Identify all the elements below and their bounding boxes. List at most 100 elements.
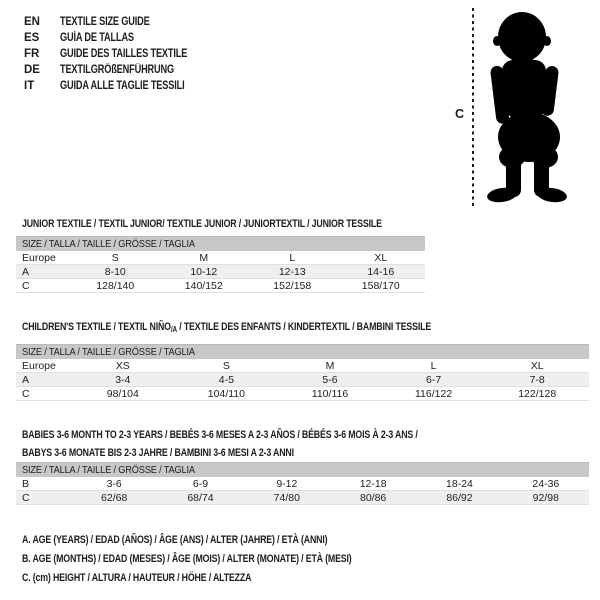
babies-size-table: SIZE / TALLA / TAILLE / GRÖSSE / TAGLIA … [16, 462, 589, 505]
table-cell: 6-7 [381, 372, 486, 387]
table-cell: 92/98 [502, 490, 589, 505]
babies-section-title: BABIES 3-6 MONTH TO 2-3 YEARS / BEBÉS 3-… [22, 426, 517, 462]
table-cell: 4-5 [174, 372, 279, 387]
language-title: TEXTILE SIZE GUIDE [60, 16, 150, 28]
table-cell: 110/116 [278, 386, 382, 401]
legend-line-a-text: A. AGE (YEARS) / EDAD (AÑOS) / ÂGE (ANS)… [22, 534, 328, 546]
size-header-cell: SIZE / TALLA / TAILLE / GRÖSSE / TAGLIA [16, 236, 425, 251]
row-label-cell: C [16, 278, 71, 293]
size-header-row: SIZE / TALLA / TAILLE / GRÖSSE / TAGLIA [16, 236, 425, 251]
table-cell: M [278, 358, 382, 373]
table-cell: 8-10 [71, 264, 160, 279]
table-row: C 62/68 68/74 74/80 80/86 86/92 92/98 [16, 490, 589, 505]
table-row: C 128/140 140/152 152/158 158/170 [16, 278, 425, 293]
language-title: GUÍA DE TALLAS [60, 32, 134, 44]
language-list: EN TEXTILE SIZE GUIDE ES GUÍA DE TALLAS FR… [24, 14, 219, 94]
language-title: GUIDA ALLE TAGLIE TESSILI [60, 80, 185, 92]
size-header-label: SIZE / TALLA / TAILLE / GRÖSSE / TAGLIA [22, 345, 195, 358]
table-cell: 116/122 [381, 386, 486, 401]
row-label-cell: C [16, 490, 71, 505]
table-cell: 3-4 [71, 372, 175, 387]
table-cell: 3-6 [71, 476, 158, 491]
babies-section-title-line1: BABIES 3-6 MONTH TO 2-3 YEARS / BEBÉS 3-… [22, 429, 418, 441]
children-size-table: SIZE / TALLA / TAILLE / GRÖSSE / TAGLIA … [16, 344, 589, 401]
babies-section-title-line2: BABYS 3-6 MONATE BIS 2-3 JAHRE / BAMBINI… [22, 447, 294, 459]
table-cell: XS [71, 358, 175, 373]
junior-size-table: SIZE / TALLA / TAILLE / GRÖSSE / TAGLIA … [16, 236, 425, 293]
table-row: Europe XS S M L XL [16, 358, 589, 373]
legend-line-b-text: B. AGE (MONTHS) / EDAD (MESES) / ÂGE (MO… [22, 553, 352, 565]
children-title-pre: CHILDREN'S TEXTILE / TEXTIL NIÑO [22, 321, 171, 333]
size-header-cell: SIZE / TALLA / TAILLE / GRÖSSE / TAGLIA [16, 462, 589, 477]
size-header-label: SIZE / TALLA / TAILLE / GRÖSSE / TAGLIA [22, 237, 195, 250]
table-cell: 5-6 [278, 372, 382, 387]
table-cell: 12-18 [329, 476, 417, 491]
table-cell: L [248, 250, 337, 265]
legend-line-c-text: C. (cm) HEIGHT / ALTURA / HAUTEUR / HÖHE… [22, 572, 252, 584]
row-label-cell: Europe [16, 250, 71, 265]
table-cell: 104/110 [174, 386, 279, 401]
table-row: A 3-4 4-5 5-6 6-7 7-8 [16, 372, 589, 387]
table-cell: XL [485, 358, 589, 373]
table-cell: XL [336, 250, 425, 265]
children-section-title: CHILDREN'S TEXTILE / TEXTIL NIÑO/A / TEX… [22, 321, 533, 336]
language-code: FR [24, 48, 40, 60]
row-label-cell: Europe [16, 358, 71, 373]
children-title-post: / TEXTILE DES ENFANTS / KINDERTEXTIL / B… [176, 321, 432, 333]
language-title: GUIDE DES TAILLES TEXTILE [60, 48, 188, 60]
language-row: ES GUÍA DE TALLAS [24, 30, 219, 46]
height-measure-label: C [455, 107, 465, 121]
table-cell: 140/152 [159, 278, 248, 293]
row-label-cell: A [16, 264, 71, 279]
table-row: B 3-6 6-9 9-12 12-18 18-24 24-36 [16, 476, 589, 491]
baby-silhouette-icon [487, 12, 567, 203]
table-cell: 74/80 [243, 490, 330, 505]
children-title-sub: /A [170, 325, 177, 334]
legend-line-a: A. AGE (YEARS) / EDAD (AÑOS) / ÂGE (ANS)… [22, 531, 434, 550]
table-cell: 7-8 [485, 372, 589, 387]
language-code: ES [24, 32, 40, 44]
table-cell: 6-9 [157, 476, 244, 491]
table-cell: 152/158 [248, 278, 337, 293]
language-row: EN TEXTILE SIZE GUIDE [24, 14, 219, 30]
legend-line-b: B. AGE (MONTHS) / EDAD (MESES) / ÂGE (MO… [22, 550, 434, 569]
table-cell: L [381, 358, 486, 373]
table-cell: 62/68 [71, 490, 158, 505]
language-code: IT [24, 80, 35, 92]
table-cell: 80/86 [329, 490, 417, 505]
size-header-label: SIZE / TALLA / TAILLE / GRÖSSE / TAGLIA [22, 463, 195, 476]
language-row: FR GUIDE DES TAILLES TEXTILE [24, 46, 219, 62]
measurement-legend: A. AGE (YEARS) / EDAD (AÑOS) / ÂGE (ANS)… [22, 531, 434, 588]
language-row: IT GUIDA ALLE TAGLIE TESSILI [24, 78, 219, 94]
table-cell: 18-24 [416, 476, 503, 491]
table-row: C 98/104 104/110 110/116 116/122 122/128 [16, 386, 589, 401]
language-title: TEXTILGRÖßENFÜHRUNG [60, 64, 174, 76]
row-label-cell: C [16, 386, 71, 401]
height-measure-dashed-line [472, 8, 474, 207]
table-cell: 128/140 [71, 278, 160, 293]
row-label-cell: A [16, 372, 71, 387]
table-cell: 122/128 [485, 386, 589, 401]
table-cell: M [159, 250, 248, 265]
size-header-row: SIZE / TALLA / TAILLE / GRÖSSE / TAGLIA [16, 344, 589, 359]
table-row: Europe S M L XL [16, 250, 425, 265]
size-header-row: SIZE / TALLA / TAILLE / GRÖSSE / TAGLIA [16, 462, 589, 477]
table-cell: 14-16 [336, 264, 425, 279]
table-cell: 10-12 [159, 264, 248, 279]
table-cell: 24-36 [502, 476, 589, 491]
table-cell: 158/170 [336, 278, 425, 293]
language-code: DE [24, 64, 40, 76]
table-cell: S [174, 358, 279, 373]
table-cell: 86/92 [416, 490, 503, 505]
language-code: EN [24, 16, 40, 28]
language-row: DE TEXTILGRÖßENFÜHRUNG [24, 62, 219, 78]
table-row: A 8-10 10-12 12-13 14-16 [16, 264, 425, 279]
table-cell: 68/74 [157, 490, 244, 505]
junior-section-title-text: JUNIOR TEXTILE / TEXTIL JUNIOR/ TEXTILE … [22, 218, 382, 230]
children-section-title-text: CHILDREN'S TEXTILE / TEXTIL NIÑO/A / TEX… [22, 321, 431, 336]
size-header-cell: SIZE / TALLA / TAILLE / GRÖSSE / TAGLIA [16, 344, 589, 359]
table-cell: 9-12 [243, 476, 330, 491]
junior-section-title: JUNIOR TEXTILE / TEXTIL JUNIOR/ TEXTILE … [22, 218, 472, 230]
table-cell: 98/104 [71, 386, 175, 401]
